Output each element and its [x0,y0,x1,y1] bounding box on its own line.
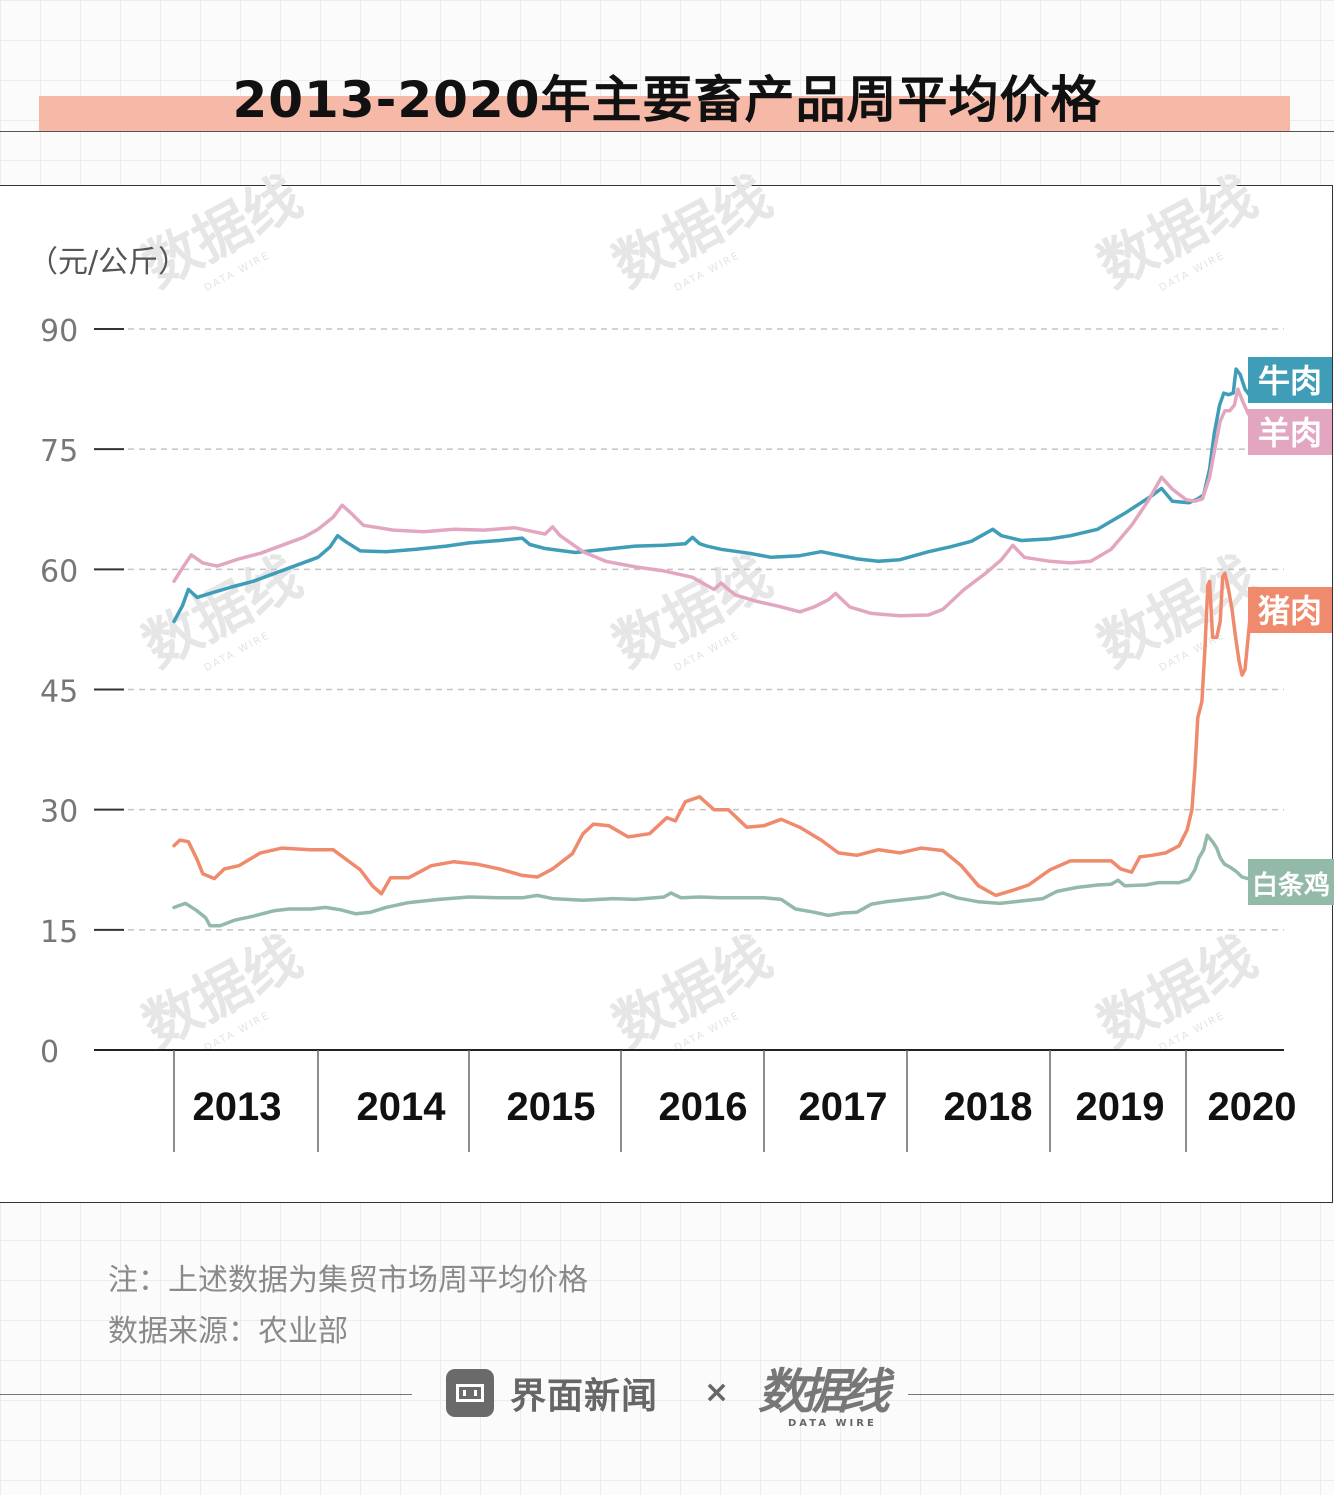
footer-brand: 界面新闻 [446,1367,658,1419]
jiemian-logo-icon [446,1369,494,1417]
chart-note: 注：上述数据为集贸市场周平均价格 [108,1263,588,1298]
x-tick-label: 2015 [507,1085,596,1129]
series-line [172,367,1268,624]
y-tick-label: 90 [40,314,78,349]
chart-frame [0,185,1333,1203]
series-line [172,387,1268,618]
y-tick-label: 60 [40,554,78,589]
x-tick-label: 2013 [193,1085,282,1129]
series-label-badge [1248,859,1334,905]
data-source: 数据来源：农业部 [108,1314,348,1349]
series-label: 白条鸡 [1252,870,1330,901]
series-label: 猪肉 [1258,592,1322,630]
x-tick-label: 2016 [659,1085,748,1129]
series-label: 羊肉 [1258,414,1322,452]
datawire-logo-text: 数据线 [758,1364,890,1420]
x-tick-label: 2019 [1076,1085,1165,1129]
brand-name: 界面新闻 [510,1376,659,1417]
y-tick-label: 0 [40,1035,59,1070]
y-tick-label: 45 [40,675,78,710]
series-label-badge [1248,409,1332,455]
y-tick-label: 15 [40,915,78,950]
datawire-logo-sub: DATA WIRE [788,1418,877,1429]
series-line [172,833,1260,928]
series-label-badge [1248,357,1332,403]
y-tick-label: 75 [40,434,78,469]
x-tick-label: 2018 [944,1085,1033,1129]
y-tick-label: 30 [40,795,78,830]
datawire-logo: 数据线 DATA WIRE [758,1352,890,1432]
x-tick-label: 2014 [357,1085,447,1129]
chart-title: 2013-2020年主要畜产品周平均价格 [232,71,1102,129]
footer-rule-right [908,1394,1334,1395]
footer-rule-left [0,1394,412,1395]
x-tick-label: 2020 [1208,1085,1297,1129]
series-label-badge [1248,587,1332,633]
brand-cross: × [704,1375,730,1410]
title-rule [0,131,1334,132]
x-tick-label: 2017 [799,1085,888,1129]
y-unit-label: （元/公斤） [28,245,188,280]
series-line [172,571,1260,898]
title-highlight-band [39,96,1290,132]
series-label: 牛肉 [1258,362,1322,400]
